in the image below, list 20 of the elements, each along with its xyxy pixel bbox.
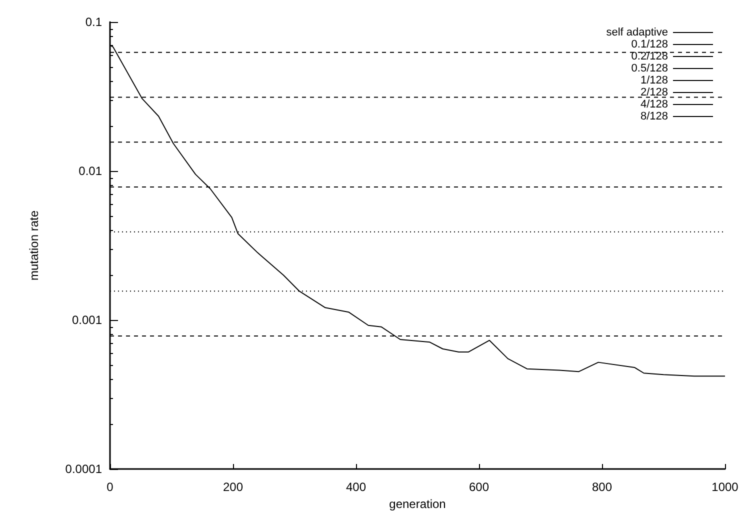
y-axis-title: mutation rate <box>27 210 41 281</box>
y-tick-label: 0.01 <box>78 164 102 178</box>
legend-label: self adaptive <box>606 26 668 38</box>
legend-label: 8/128 <box>640 110 668 122</box>
legend-label: 0.2/128 <box>631 50 668 62</box>
y-tick-label: 0.0001 <box>65 462 102 476</box>
legend-label: 0.5/128 <box>631 62 668 74</box>
legend-label: 4/128 <box>640 98 668 110</box>
x-tick-label: 200 <box>222 480 244 494</box>
legend-label: 1/128 <box>640 74 668 86</box>
y-tick-label: 0.001 <box>72 313 102 327</box>
x-tick-label: 600 <box>468 480 490 494</box>
legend-label: 2/128 <box>640 86 668 98</box>
legend-label: 0.1/128 <box>631 38 668 50</box>
x-tick-label: 0 <box>106 480 114 494</box>
x-tick-label: 400 <box>346 480 366 494</box>
y-tick-label: 0.1 <box>85 15 102 29</box>
x-axis-title: generation <box>389 496 446 511</box>
x-tick-label: 1000 <box>712 480 739 494</box>
x-tick-label: 800 <box>592 480 612 494</box>
